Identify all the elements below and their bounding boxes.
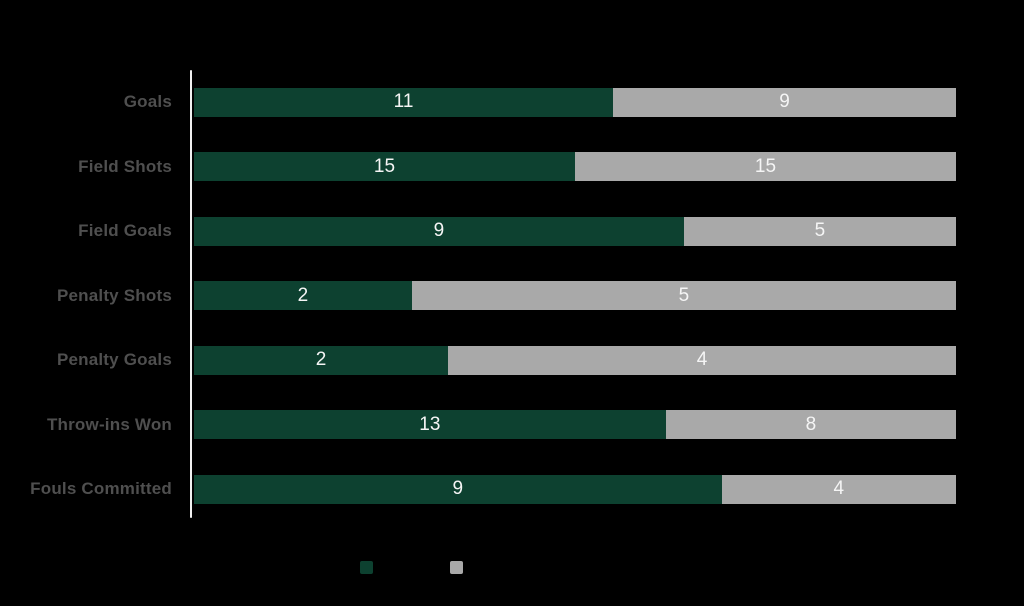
value-label-green: 9 — [452, 478, 464, 500]
bar-segment-green: 9 — [194, 474, 722, 504]
bar-row: Throw-ins Won 13 8 — [0, 393, 956, 458]
bar-segment-green: 9 — [194, 216, 684, 246]
category-label: Penalty Shots — [56, 285, 172, 305]
stacked-bar: 2 5 — [194, 281, 956, 311]
bar-segment-gray: 5 — [683, 216, 956, 246]
bar-segment-gray: 4 — [448, 345, 956, 375]
stacked-bar: 13 8 — [194, 410, 956, 440]
bar-row: Goals 11 9 — [0, 70, 956, 135]
stacked-bar: 9 5 — [194, 216, 956, 246]
stacked-bar: 2 4 — [194, 345, 956, 375]
value-label-gray: 8 — [805, 413, 817, 435]
bar-row: Penalty Shots 2 5 — [0, 264, 956, 329]
stacked-bar: 11 9 — [194, 87, 956, 117]
category-label: Penalty Goals — [56, 350, 172, 370]
bar-row: Field Shots 15 15 — [0, 135, 956, 200]
category-label: Field Goals — [78, 221, 172, 241]
bar-segment-green: 11 — [194, 87, 614, 117]
bar-segment-green: 2 — [194, 281, 412, 311]
bar-rows: Goals 11 9 Field Shots 15 15 Field Goals… — [0, 70, 956, 522]
value-label-gray: 4 — [696, 349, 708, 371]
value-label-green: 11 — [393, 91, 414, 113]
bar-segment-gray: 8 — [665, 410, 956, 440]
bar-segment-gray: 4 — [721, 474, 956, 504]
value-label-gray: 4 — [833, 478, 845, 500]
category-label: Throw-ins Won — [46, 414, 172, 434]
category-label: Field Shots — [78, 156, 172, 176]
stacked-bar: 9 4 — [194, 474, 956, 504]
y-axis-line — [190, 70, 192, 518]
value-label-gray: 5 — [814, 220, 826, 242]
bar-segment-green: 2 — [194, 345, 448, 375]
value-label-green: 13 — [419, 413, 441, 435]
bar-segment-green: 15 — [194, 152, 575, 182]
legend-swatch-gray — [450, 561, 463, 574]
category-label: Fouls Committed — [30, 479, 172, 499]
legend-swatch-green — [360, 561, 373, 574]
value-label-green: 15 — [373, 155, 396, 177]
bar-segment-gray: 5 — [411, 281, 956, 311]
category-label: Goals — [123, 92, 172, 112]
value-label-green: 2 — [315, 349, 327, 371]
bar-row: Fouls Committed 9 4 — [0, 457, 956, 522]
value-label-gray: 9 — [779, 91, 790, 113]
bar-segment-gray: 9 — [613, 87, 956, 117]
value-label-gray: 15 — [754, 155, 777, 177]
bar-segment-gray: 15 — [575, 152, 956, 182]
bar-row: Field Goals 9 5 — [0, 199, 956, 264]
bar-row: Penalty Goals 2 4 — [0, 328, 956, 393]
bar-segment-green: 13 — [194, 410, 666, 440]
value-label-green: 9 — [433, 220, 445, 242]
value-label-gray: 5 — [678, 284, 690, 306]
legend — [360, 561, 560, 575]
stacked-bar: 15 15 — [194, 152, 956, 182]
value-label-green: 2 — [297, 284, 309, 306]
